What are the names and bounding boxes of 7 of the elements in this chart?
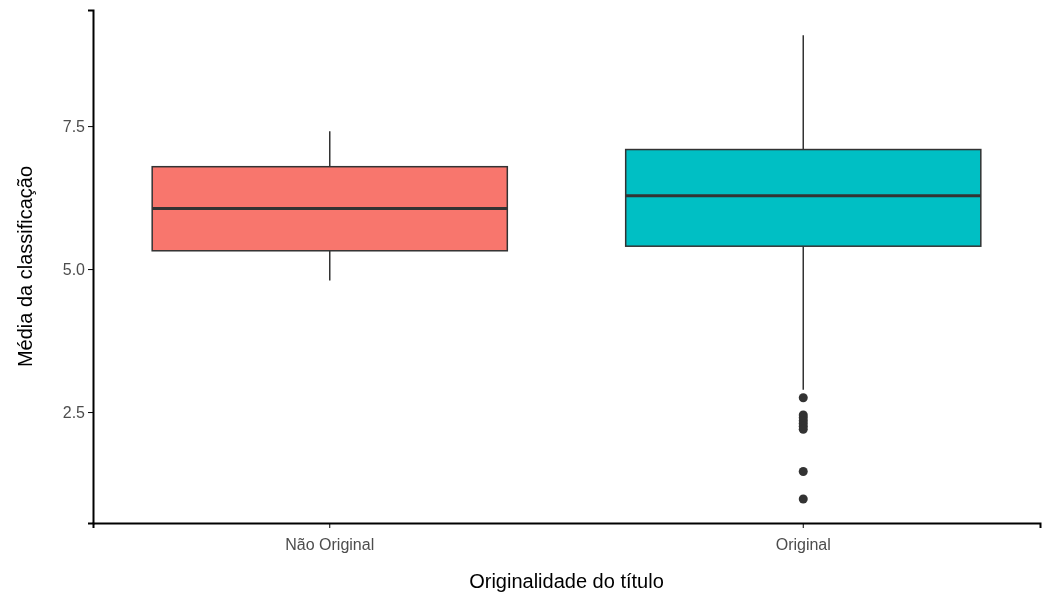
y-tick-label: 2.5 bbox=[62, 403, 86, 421]
y-tick-label: 5.0 bbox=[62, 260, 86, 278]
y-axis-title: Média da classificação bbox=[14, 165, 36, 368]
x-tick-label: Original bbox=[775, 536, 831, 554]
x-axis-title: Originalidade do título bbox=[469, 570, 664, 592]
x-tick-label: Não Original bbox=[285, 536, 375, 554]
y-tick-label: 7.5 bbox=[62, 117, 86, 135]
